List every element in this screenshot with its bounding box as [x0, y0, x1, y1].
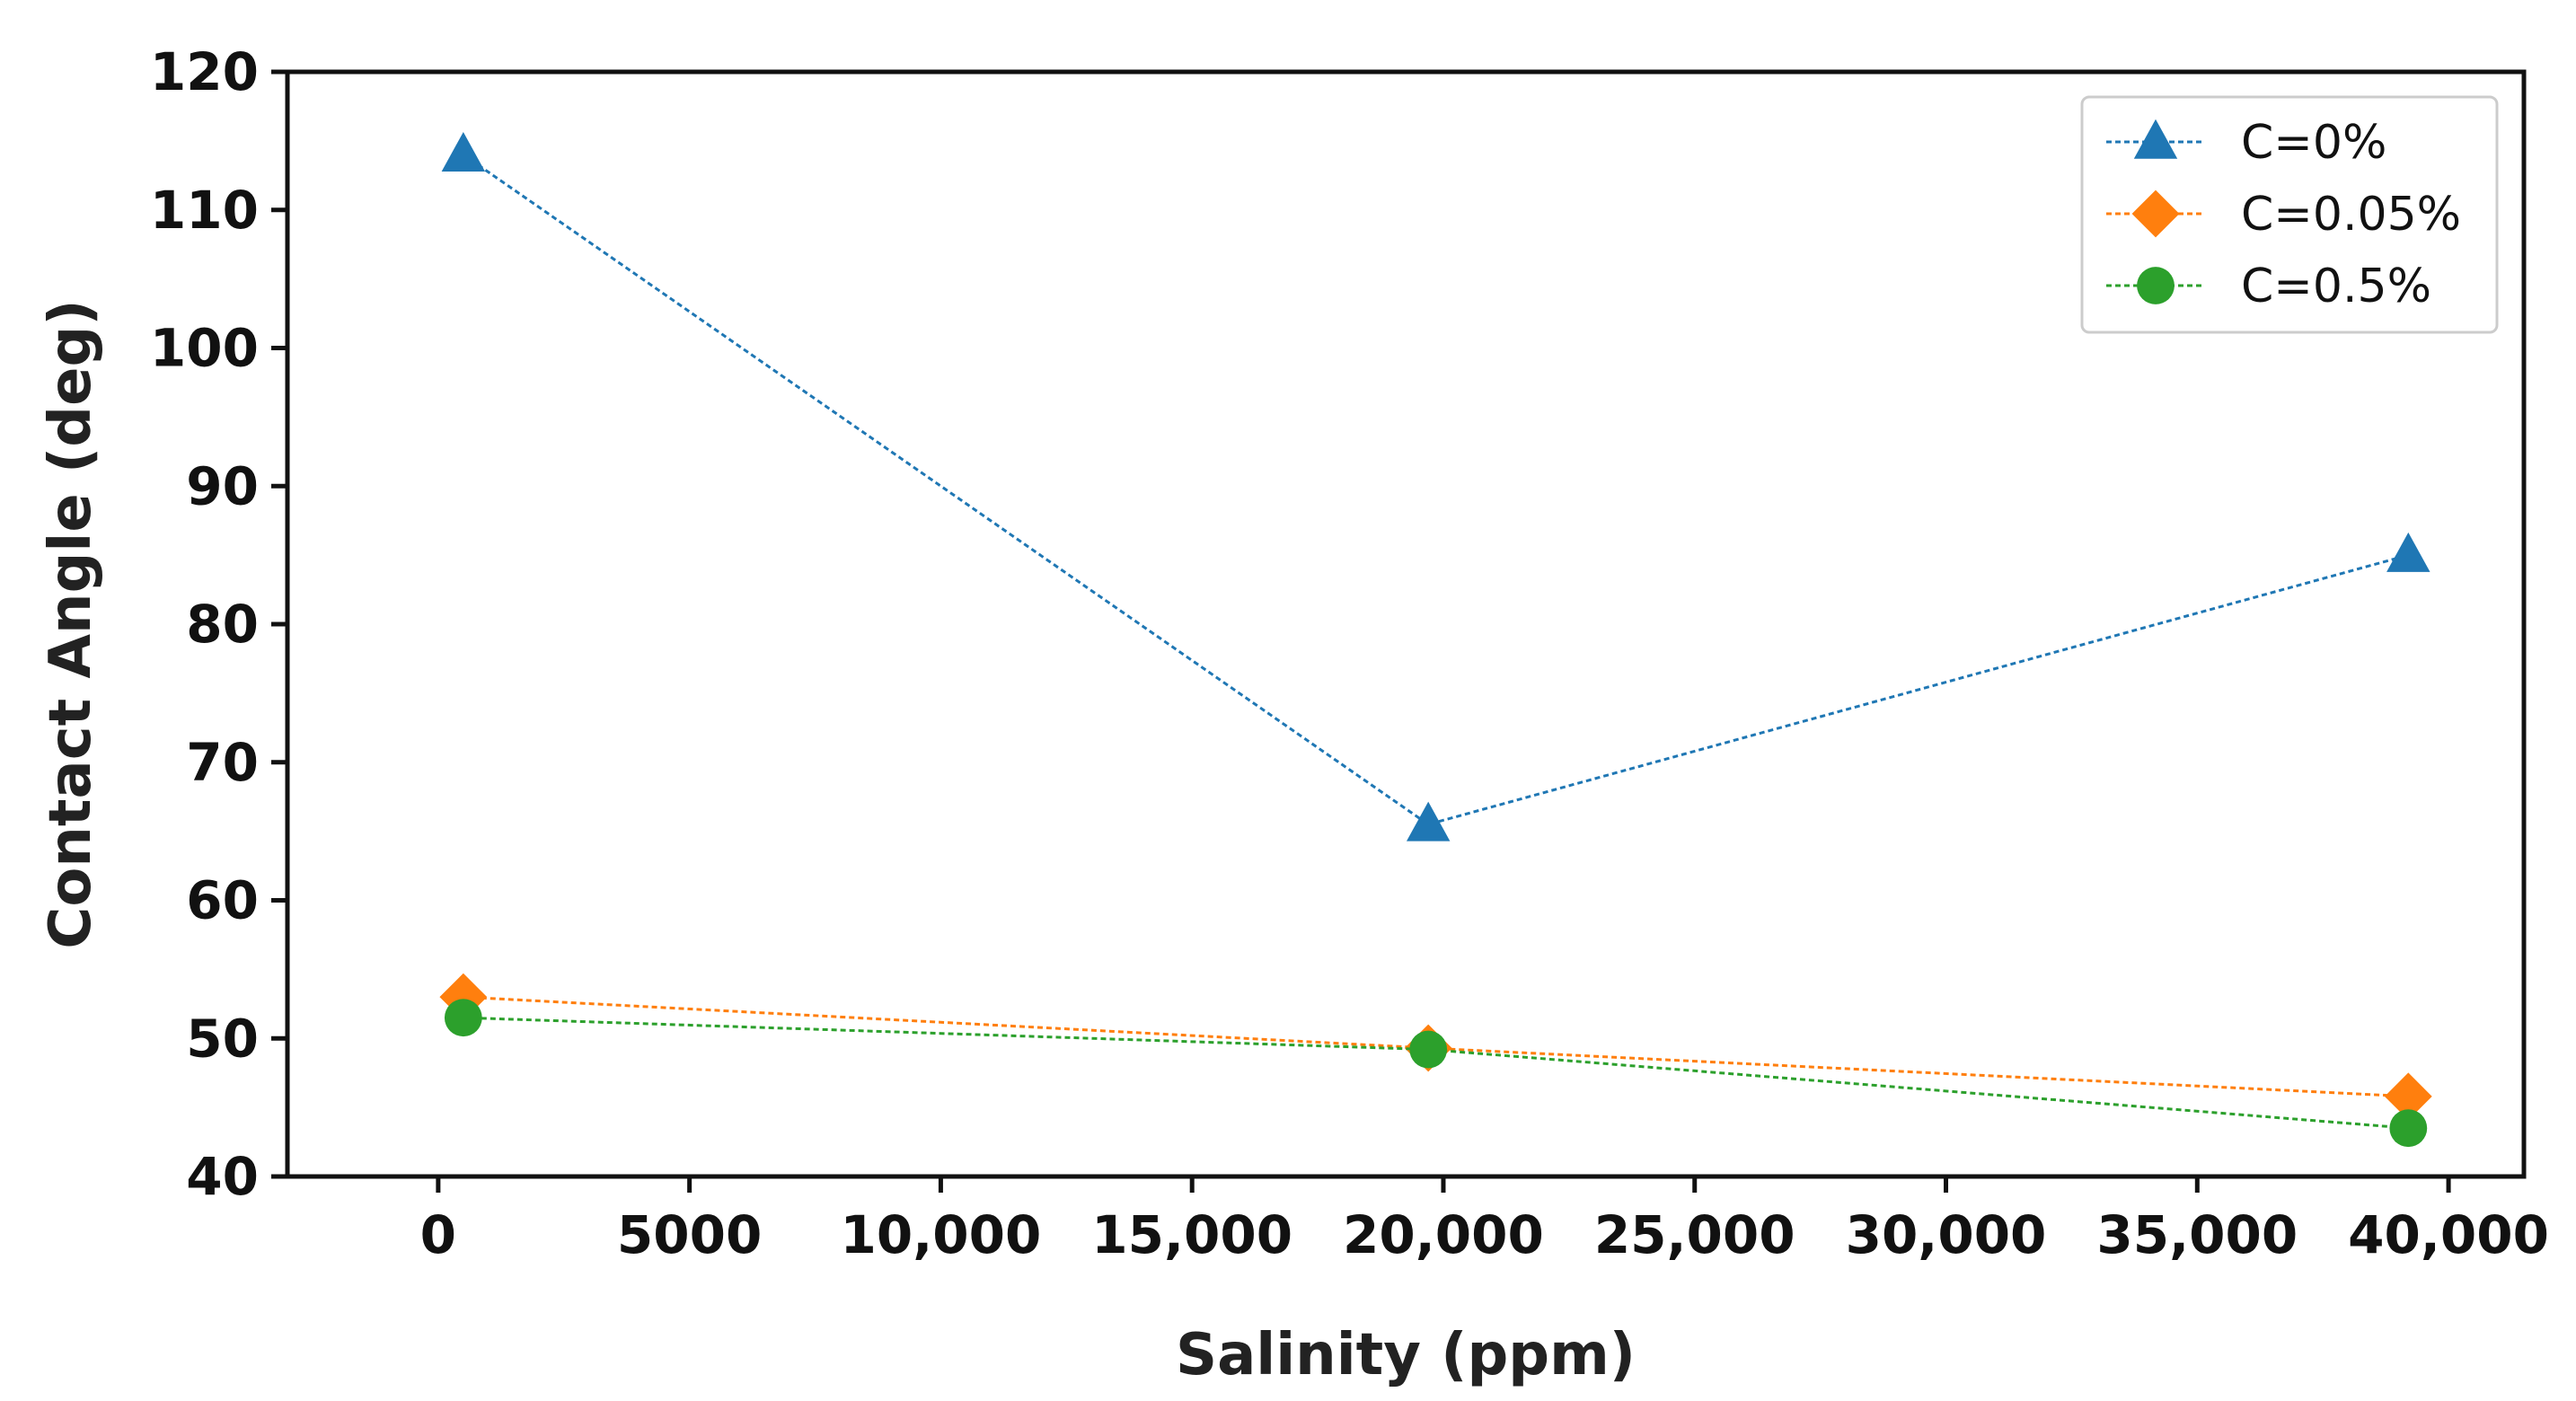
y-tick-label: 40	[186, 1146, 259, 1207]
legend-label: C=0%	[2241, 116, 2386, 170]
series-line	[462, 154, 2409, 826]
y-tick-label: 60	[186, 870, 259, 931]
y-tick-label: 80	[186, 594, 259, 655]
data-point	[2386, 532, 2430, 572]
series-C=0.5%	[444, 999, 2428, 1148]
legend: C=0% C=0.05% C=0.5%	[2080, 95, 2499, 334]
x-tick-label: 35,000	[2096, 1204, 2298, 1265]
y-tick-label: 70	[186, 732, 259, 793]
x-axis-title: Salinity (ppm)	[1176, 1322, 1636, 1388]
y-axis-title: Contact Angle (deg)	[38, 299, 104, 948]
y-tick-label: 110	[150, 180, 259, 241]
legend-entry: C=0.05%	[2106, 188, 2461, 242]
y-axis: 40 50 60 70 80 90 100 110 120	[150, 41, 287, 1207]
y-tick-label: 90	[186, 455, 259, 516]
legend-label: C=0.5%	[2241, 260, 2431, 313]
data-point	[1406, 801, 1451, 841]
data-point	[441, 131, 486, 172]
x-tick-label: 20,000	[1343, 1204, 1544, 1265]
x-tick-label: 25,000	[1594, 1204, 1795, 1265]
legend-marker	[2131, 189, 2180, 238]
x-tick-label: 30,000	[1846, 1204, 2047, 1265]
x-tick-label: 10,000	[841, 1204, 1042, 1265]
legend-entry: C=0%	[2106, 116, 2386, 170]
legend-marker	[2137, 267, 2175, 304]
data-point	[2389, 1109, 2428, 1148]
legend-label: C=0.05%	[2241, 188, 2461, 242]
series-layer	[439, 131, 2432, 1148]
x-tick-label: 15,000	[1091, 1204, 1292, 1265]
y-tick-label: 100	[150, 318, 259, 379]
x-tick-label: 5000	[617, 1204, 762, 1265]
data-point	[1409, 1030, 1448, 1069]
series-C=0%	[441, 131, 2430, 841]
y-tick-label: 120	[150, 41, 259, 102]
y-tick-label: 50	[186, 1008, 259, 1069]
plot-frame	[285, 69, 2527, 1179]
x-tick-label: 40,000	[2348, 1204, 2549, 1265]
legend-marker	[2133, 119, 2178, 159]
x-tick-label: 0	[420, 1204, 456, 1265]
x-axis: 0 5000 10,000 15,000 20,000 25,000 30,000 35,00…	[420, 1176, 2549, 1265]
data-point	[2384, 1072, 2432, 1121]
data-point	[444, 999, 482, 1037]
legend-box	[2080, 95, 2499, 334]
legend-entry: C=0.5%	[2106, 260, 2431, 313]
